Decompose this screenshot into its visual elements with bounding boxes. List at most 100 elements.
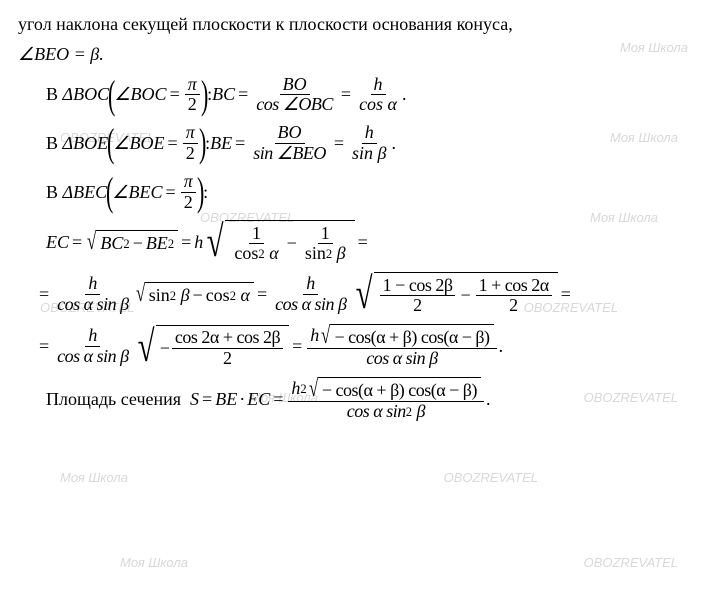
sqrt-halfangle: √ 1 − cos 2β 2 − 1 + cos 2α 2 <box>352 272 558 316</box>
watermark: OBOZREVATEL <box>444 470 538 485</box>
cos: cos <box>206 285 230 306</box>
period: . <box>402 84 407 105</box>
intro-line-1: угол наклона секущей плоскости к плоскос… <box>18 12 700 36</box>
ec-lhs: EC <box>46 232 69 253</box>
n: 1 − cos 2β <box>380 276 456 297</box>
bc: BC <box>100 233 123 254</box>
two: 2 <box>185 95 200 115</box>
boe-seg: BE <box>210 133 232 154</box>
sqrt-bc2-be2: √ BC2 − BE2 <box>85 230 178 254</box>
minus: − <box>460 285 470 306</box>
frac-h-cs: h cos α sin β <box>54 274 131 315</box>
num: h <box>371 75 386 96</box>
num: BO <box>280 75 310 96</box>
radical-icon: √ <box>87 230 96 254</box>
minus: − <box>287 233 297 254</box>
eq: = <box>358 232 368 253</box>
intro-eq: ∠BEO = β. <box>18 44 104 64</box>
radical-icon: √ <box>207 220 224 264</box>
frac-bo-sinbeo: BO sin ∠BEO <box>250 123 329 164</box>
n: cos 2α + cos 2β <box>172 328 283 349</box>
frac-h-sinb: h sin β <box>349 123 389 164</box>
h: h <box>291 379 300 399</box>
sqrt-neg-half: √ − cos 2α + cos 2β 2 <box>134 325 290 369</box>
eq: = <box>166 182 176 203</box>
rad: − cos(α + β) cos(α − β) <box>330 324 493 348</box>
sqrt-area: √ − cos(α + β) cos(α − β) <box>307 377 481 401</box>
h: h <box>85 274 100 295</box>
S: S <box>190 389 199 410</box>
h: h <box>310 326 319 346</box>
frac-bo-cosobc: BO cos ∠OBC <box>253 75 336 116</box>
sin: sin <box>149 285 170 306</box>
eq: = <box>170 84 180 105</box>
boe-line: В ΔBOE ( ∠BOE = π 2 ) : BE = BO sin ∠BEO… <box>18 123 700 164</box>
boe-angle: ∠BOE <box>113 133 164 154</box>
den: sin β <box>349 144 389 164</box>
radical-icon: √ <box>136 282 145 306</box>
be: BE <box>146 233 168 254</box>
watermark: Моя Школа <box>60 470 128 485</box>
frac-h-cs-2: h cos α sin β <box>272 274 349 315</box>
bec-line: В ΔBEC ( ∠BEC = π 2 ) : <box>18 172 700 213</box>
lparen-icon: ( <box>106 176 113 208</box>
eq: = <box>39 284 49 305</box>
two: 2 <box>181 193 196 213</box>
radical-icon: √ <box>137 325 154 369</box>
b: β <box>181 285 190 306</box>
frac-result: h √ − cos(α + β) cos(α − β) cos α sin β <box>307 324 496 369</box>
period: . <box>499 336 504 357</box>
pi-over-2: π 2 <box>183 123 198 164</box>
intro-text: угол наклона секущей плоскости к плоскос… <box>18 14 513 34</box>
den: cos α sin β <box>272 295 349 315</box>
h: h <box>85 326 100 347</box>
h: h <box>194 232 203 253</box>
eq: = <box>72 232 82 253</box>
den: cos α sin β <box>54 347 131 367</box>
eq: = <box>235 133 245 154</box>
boc-line: В ΔBOC ( ∠BOC = π 2 ) : BC = BO cos ∠OBC… <box>18 75 700 116</box>
d: 2 <box>506 296 521 316</box>
d: 2 <box>410 296 425 316</box>
den: cos α sin <box>347 402 406 422</box>
watermark: OBOZREVATEL <box>584 555 678 570</box>
lparen-icon: ( <box>108 79 115 111</box>
radical-icon: √ <box>355 272 372 316</box>
lparen-icon: ( <box>107 127 114 159</box>
eq: = <box>561 284 571 305</box>
num: BO <box>275 123 305 144</box>
rad: − cos(α + β) cos(α − β) <box>318 377 481 401</box>
frac-a: 1 − cos 2β 2 <box>380 276 456 317</box>
rparen-icon: ) <box>197 176 204 208</box>
den: cos α sin β <box>363 349 440 369</box>
boc-angle: ∠BOC <box>114 84 166 105</box>
boc-seg: BC <box>212 84 235 105</box>
den: cos α sin β <box>54 295 131 315</box>
intro-line-2: ∠BEO = β. <box>18 42 700 66</box>
period: . <box>392 133 397 154</box>
v: β <box>337 244 346 264</box>
pi: π <box>181 172 196 193</box>
ec-line-1: EC = √ BC2 − BE2 = h √ 1 cos2 α − 1 sin2… <box>18 220 700 264</box>
frac-area: h2 √ − cos(α + β) cos(α − β) cos α sin2 … <box>288 377 484 422</box>
eq: = <box>292 336 302 357</box>
frac-1-cos2a: 1 cos2 α <box>231 224 281 265</box>
n: 1 <box>318 224 333 245</box>
num: h <box>362 123 377 144</box>
period: . <box>486 389 491 410</box>
radical-icon: √ <box>309 377 318 401</box>
den: cos ∠OBC <box>253 95 336 115</box>
eq: = <box>39 336 49 357</box>
boc-prefix: В <box>46 84 58 105</box>
h: h <box>303 274 318 295</box>
area-label: Площадь сечения <box>46 389 181 410</box>
sqrt-sin2-cos2: √ sin2 β − cos2 α <box>134 282 254 306</box>
bec-angle: ∠BEC <box>112 182 162 203</box>
a: α <box>240 285 249 306</box>
cdot: · <box>239 389 245 410</box>
boc-tri: ΔBOC <box>63 84 110 105</box>
v: β <box>417 402 426 422</box>
sqrt-prod: √ − cos(α + β) cos(α − β) <box>319 324 493 348</box>
n: 1 + cos 2α <box>476 276 552 297</box>
d: sin <box>305 244 326 264</box>
